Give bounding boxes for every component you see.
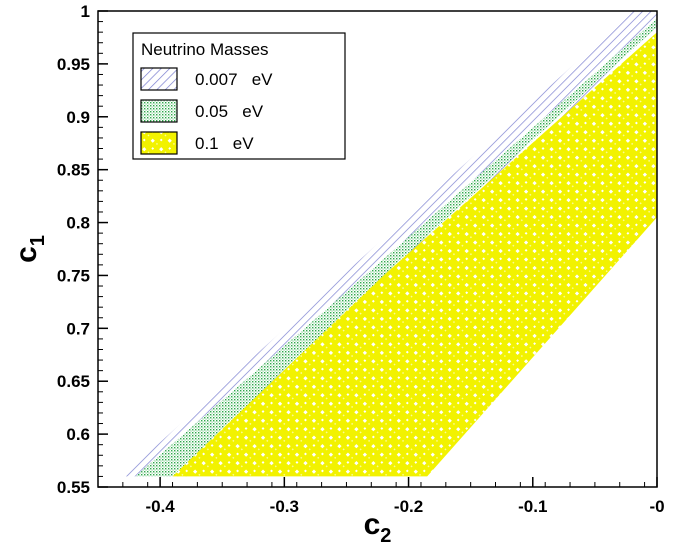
y-tick-label: 1: [81, 2, 90, 21]
y-tick-label: 0.9: [66, 108, 90, 127]
y-tick-label: 0.55: [57, 478, 90, 497]
y-tick-label: 0.85: [57, 161, 90, 180]
x-axis-title-main: c: [364, 508, 381, 541]
x-axis: -0.4 -0.3 -0.2 -0.1 -0: [97, 477, 665, 516]
y-tick-label: 0.6: [66, 425, 90, 444]
y-tick-label: 0.95: [57, 55, 90, 74]
y-tick-label: 0.8: [66, 214, 90, 233]
y-axis: 0.55 0.6 0.65 0.7 0.75 0.8 0.85 0.9 0.95 1: [57, 2, 108, 497]
series-layer: [122, 11, 658, 477]
x-tick-label: -0.4: [145, 497, 175, 516]
x-axis-title-subscript: 2: [380, 525, 391, 547]
y-axis-title-main: c: [10, 246, 43, 263]
legend-swatch: [140, 67, 178, 91]
legend-swatch: [140, 99, 178, 123]
legend-label: 0.1 eV: [195, 134, 254, 153]
plot-frame: [97, 10, 658, 488]
y-tick-label: 0.65: [57, 372, 90, 391]
x-axis-title: c2: [364, 508, 392, 547]
y-axis-title-subscript: 1: [27, 235, 49, 246]
series-area-3: [153, 32, 657, 477]
legend: Neutrino Masses 0.007 eV 0.05 eV 0.1 eV: [132, 32, 346, 160]
y-axis-title: c1: [10, 235, 49, 263]
y-tick-label: 0.7: [66, 319, 90, 338]
x-tick-label: -0.1: [518, 497, 547, 516]
y-tick-label: 0.75: [57, 266, 90, 285]
legend-label: 0.05 eV: [195, 102, 264, 121]
legend-title: Neutrino Masses: [141, 40, 269, 59]
x-tick-label: -0: [649, 497, 664, 516]
legend-label: 0.007 eV: [195, 70, 273, 89]
legend-swatch: [140, 131, 178, 155]
series-area-1: [122, 11, 658, 477]
x-tick-label: -0.3: [270, 497, 299, 516]
x-tick-label: -0.2: [394, 497, 423, 516]
